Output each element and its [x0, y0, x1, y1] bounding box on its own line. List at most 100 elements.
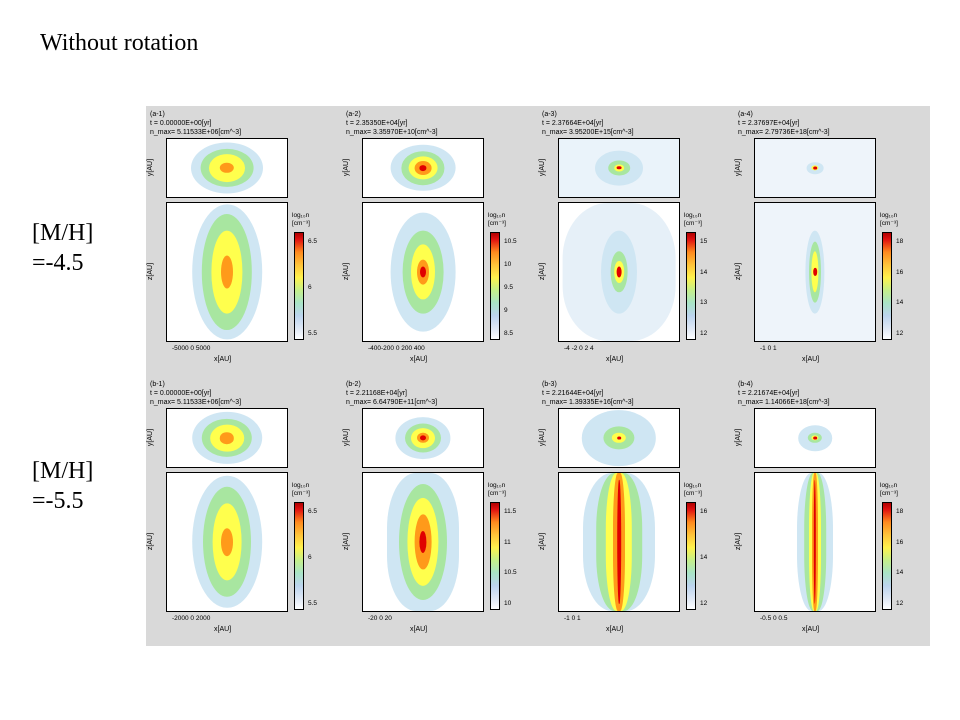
colorbar-tick: 10.5 [504, 238, 517, 245]
density-contour [420, 435, 426, 441]
colorbar-tick: 5.5 [308, 600, 318, 607]
colorbar-tick: 12 [700, 330, 708, 337]
colorbar-title: log₁₀n [cm⁻³] [684, 482, 702, 498]
colorbar [882, 232, 892, 340]
density-contour [616, 266, 622, 278]
density-contour [813, 436, 817, 440]
y-axis-label: y[AU] [735, 158, 743, 177]
density-contour [419, 165, 427, 171]
colorbar-title: log₁₀n [cm⁻³] [488, 212, 506, 228]
row-label-metallicity-2: [M/H] =-5.5 [32, 456, 93, 516]
xz-density-plot [166, 472, 288, 612]
panel-header: (a-2) t = 2.35350E+04[yr] n_max= 3.35970E+… [346, 110, 528, 137]
simulation-figure: (a-1) t = 0.00000E+00[yr] n_max= 5.11533E+… [146, 106, 930, 646]
colorbar-quantity: log₁₀n [880, 482, 898, 489]
y-axis-label: y[AU] [147, 428, 155, 447]
y-axis-label: y[AU] [539, 158, 547, 177]
panel-a-1: (a-1) t = 0.00000E+00[yr] n_max= 5.11533E+… [147, 108, 332, 370]
panel-header: (a-1) t = 0.00000E+00[yr] n_max= 5.11533E+… [150, 110, 332, 137]
panel-n-text: n_max= 5.11533E+06[cm^-3] [150, 129, 242, 136]
colorbar [490, 502, 500, 610]
y-axis-label: y[AU] [343, 428, 351, 447]
colorbar-unit: [cm⁻³] [488, 220, 506, 227]
z-axis-label: z[AU] [735, 532, 743, 551]
x-axis-label: x[AU] [214, 356, 232, 363]
colorbar-quantity: log₁₀n [488, 212, 506, 219]
panel-header: (b-1) t = 0.00000E+00[yr] n_max= 5.11533E+… [150, 380, 332, 407]
panel-n-text: n_max= 3.35970E+10[cm^-3] [346, 129, 438, 136]
panel-id-text: (b-1) [150, 381, 165, 388]
colorbar-title: log₁₀n [cm⁻³] [488, 482, 506, 498]
density-contour [617, 479, 621, 605]
density-contour [419, 530, 427, 554]
colorbar-tick: 14 [896, 569, 904, 577]
x-axis-tick-labels: -400-200 0 200 400 [368, 345, 425, 352]
x-axis-label: x[AU] [410, 356, 428, 363]
x-axis-label: x[AU] [802, 356, 820, 363]
xz-density-plot [166, 202, 288, 342]
panel-n-text: n_max= 1.39335E+16[cm^-3] [542, 399, 634, 406]
row-label-line2: =-4.5 [32, 250, 84, 276]
x-axis-tick-labels: -5000 0 5000 [172, 345, 211, 352]
xy-density-plot [558, 408, 680, 468]
z-axis-label: z[AU] [343, 532, 351, 551]
panel-t-text: t = 2.21644E+04[yr] [542, 390, 604, 397]
colorbar-tick: 16 [700, 508, 708, 515]
colorbar-title: log₁₀n [cm⁻³] [292, 482, 310, 498]
y-axis-label: y[AU] [735, 428, 743, 447]
colorbar [882, 502, 892, 610]
colorbar-tick: 10 [504, 261, 512, 268]
colorbar [686, 232, 696, 340]
panel-id-text: (a-1) [150, 111, 165, 118]
xy-density-plot [754, 408, 876, 468]
z-axis-label: z[AU] [539, 532, 547, 551]
x-axis-label: x[AU] [606, 626, 624, 633]
colorbar-unit: [cm⁻³] [880, 220, 898, 227]
xy-density-plot [362, 408, 484, 468]
colorbar-quantity: log₁₀n [880, 212, 898, 219]
colorbar-tick: 13 [700, 299, 708, 307]
colorbar-unit: [cm⁻³] [488, 490, 506, 497]
x-axis-label: x[AU] [802, 626, 820, 633]
colorbar-tick: 8.5 [504, 330, 514, 337]
colorbar-quantity: log₁₀n [292, 482, 310, 489]
x-axis-tick-labels: -0.5 0 0.5 [760, 615, 788, 622]
xy-density-plot [166, 138, 288, 198]
colorbar [294, 232, 304, 340]
colorbar-title: log₁₀n [cm⁻³] [292, 212, 310, 228]
colorbar-quantity: log₁₀n [488, 482, 506, 489]
panel-b-2: (b-2) t = 2.21168E+04[yr] n_max= 6.64790E+… [343, 378, 528, 640]
panel-header: (b-4) t = 2.21674E+04[yr] n_max= 1.14066E+… [738, 380, 920, 407]
x-axis-label: x[AU] [410, 626, 428, 633]
z-axis-label: z[AU] [147, 532, 155, 551]
colorbar-tick: 6.5 [308, 238, 318, 245]
panel-n-text: n_max= 5.11533E+06[cm^-3] [150, 399, 242, 406]
z-axis-label: z[AU] [735, 262, 743, 281]
panel-id-text: (b-4) [738, 381, 753, 388]
xz-density-plot [362, 202, 484, 342]
colorbar-tick: 14 [700, 268, 708, 276]
colorbar-unit: [cm⁻³] [684, 490, 702, 497]
panel-id-text: (a-2) [346, 111, 361, 118]
colorbar-tick: 6 [308, 284, 312, 291]
panel-b-4: (b-4) t = 2.21674E+04[yr] n_max= 1.14066E+… [735, 378, 920, 640]
panel-t-text: t = 2.37697E+04[yr] [738, 120, 800, 127]
row-label-line1: [M/H] [32, 458, 94, 484]
panel-t-text: t = 2.37664E+04[yr] [542, 120, 604, 127]
panel-t-text: t = 2.21168E+04[yr] [346, 390, 407, 397]
colorbar-quantity: log₁₀n [292, 212, 310, 219]
panel-t-text: t = 2.21674E+04[yr] [738, 390, 800, 397]
colorbar-unit: [cm⁻³] [292, 220, 310, 227]
x-axis-tick-labels: -20 0 20 [368, 615, 392, 622]
z-axis-label: z[AU] [147, 262, 155, 281]
panel-n-text: n_max= 2.79736E+18[cm^-3] [738, 129, 830, 136]
colorbar-title: log₁₀n [cm⁻³] [684, 212, 702, 228]
panel-a-4: (a-4) t = 2.37697E+04[yr] n_max= 2.79736E+… [735, 108, 920, 370]
density-contour [616, 166, 622, 170]
panel-a-3: (a-3) t = 2.37664E+04[yr] n_max= 3.95200E+… [539, 108, 724, 370]
colorbar [686, 502, 696, 610]
colorbar-tick: 6 [308, 554, 312, 561]
row-label-line2: =-5.5 [32, 488, 84, 514]
density-contour [221, 255, 233, 289]
row-label-metallicity-1: [M/H] =-4.5 [32, 218, 93, 278]
